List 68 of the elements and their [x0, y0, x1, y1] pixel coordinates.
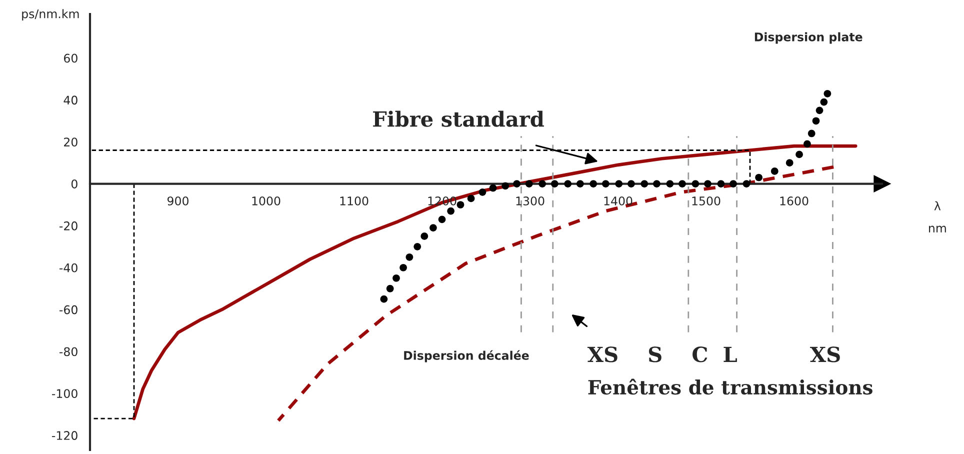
text: λ nm [929, 201, 946, 232]
point [550, 180, 558, 188]
point [447, 207, 454, 215]
point [380, 295, 388, 303]
point [717, 180, 725, 188]
point [804, 140, 811, 148]
point [755, 174, 762, 182]
point [478, 188, 486, 196]
point [489, 184, 497, 192]
y-axis-title: ps/nm.km [22, 9, 79, 21]
y-tick-label: 40 [64, 96, 78, 105]
y-tick-label: -60 [59, 305, 78, 314]
x-tick-label: 1000 [252, 196, 280, 206]
point [420, 232, 428, 240]
point [590, 180, 598, 188]
y-tick-label: 60 [64, 54, 78, 63]
x-tick-label: 1600 [780, 196, 808, 206]
point [678, 180, 686, 188]
point [796, 150, 803, 158]
y-tick-label: -120 [52, 431, 78, 440]
point [456, 201, 464, 208]
y-tick-label: -20 [59, 221, 78, 230]
point [742, 180, 750, 188]
point [812, 117, 820, 125]
point [730, 180, 737, 188]
point [564, 180, 572, 188]
y-tick-label: -40 [59, 263, 78, 272]
point [438, 216, 446, 224]
point [502, 182, 510, 190]
annotation: Dispersion plate [754, 32, 862, 44]
point [525, 180, 533, 188]
point [414, 243, 422, 250]
point [576, 180, 584, 188]
point [820, 98, 828, 106]
point [770, 168, 778, 175]
point [615, 180, 623, 188]
point [467, 194, 475, 202]
point [602, 180, 610, 188]
point [640, 180, 648, 188]
point [666, 180, 674, 188]
x-tick-label: 1400 [604, 196, 632, 206]
x-tick-label: 1500 [692, 196, 720, 206]
y-tick-label: -80 [59, 347, 78, 356]
point [692, 180, 700, 188]
point [430, 224, 437, 232]
annotation: Dispersion décalée [404, 350, 529, 362]
point [538, 180, 546, 188]
point [808, 130, 816, 138]
point [628, 180, 635, 188]
point [392, 274, 400, 282]
point [513, 180, 520, 188]
point [786, 159, 794, 166]
point [653, 180, 660, 188]
point [816, 106, 824, 114]
point [704, 180, 712, 188]
x-tick-label: 1300 [516, 196, 544, 206]
x-tick-label: 900 [167, 196, 188, 206]
point [824, 90, 832, 98]
point [400, 264, 407, 272]
y-tick-label: 20 [64, 138, 78, 147]
annotation: XS S C L XS [587, 346, 840, 362]
annotation: Fibre standard [373, 110, 544, 127]
point [406, 253, 414, 261]
y-tick-label: 0 [71, 180, 78, 188]
y-tick-label: -100 [52, 389, 78, 398]
x-tick-label: 1100 [340, 196, 368, 206]
annotation: Fenêtres de transmissions [588, 378, 872, 395]
point [386, 284, 394, 292]
